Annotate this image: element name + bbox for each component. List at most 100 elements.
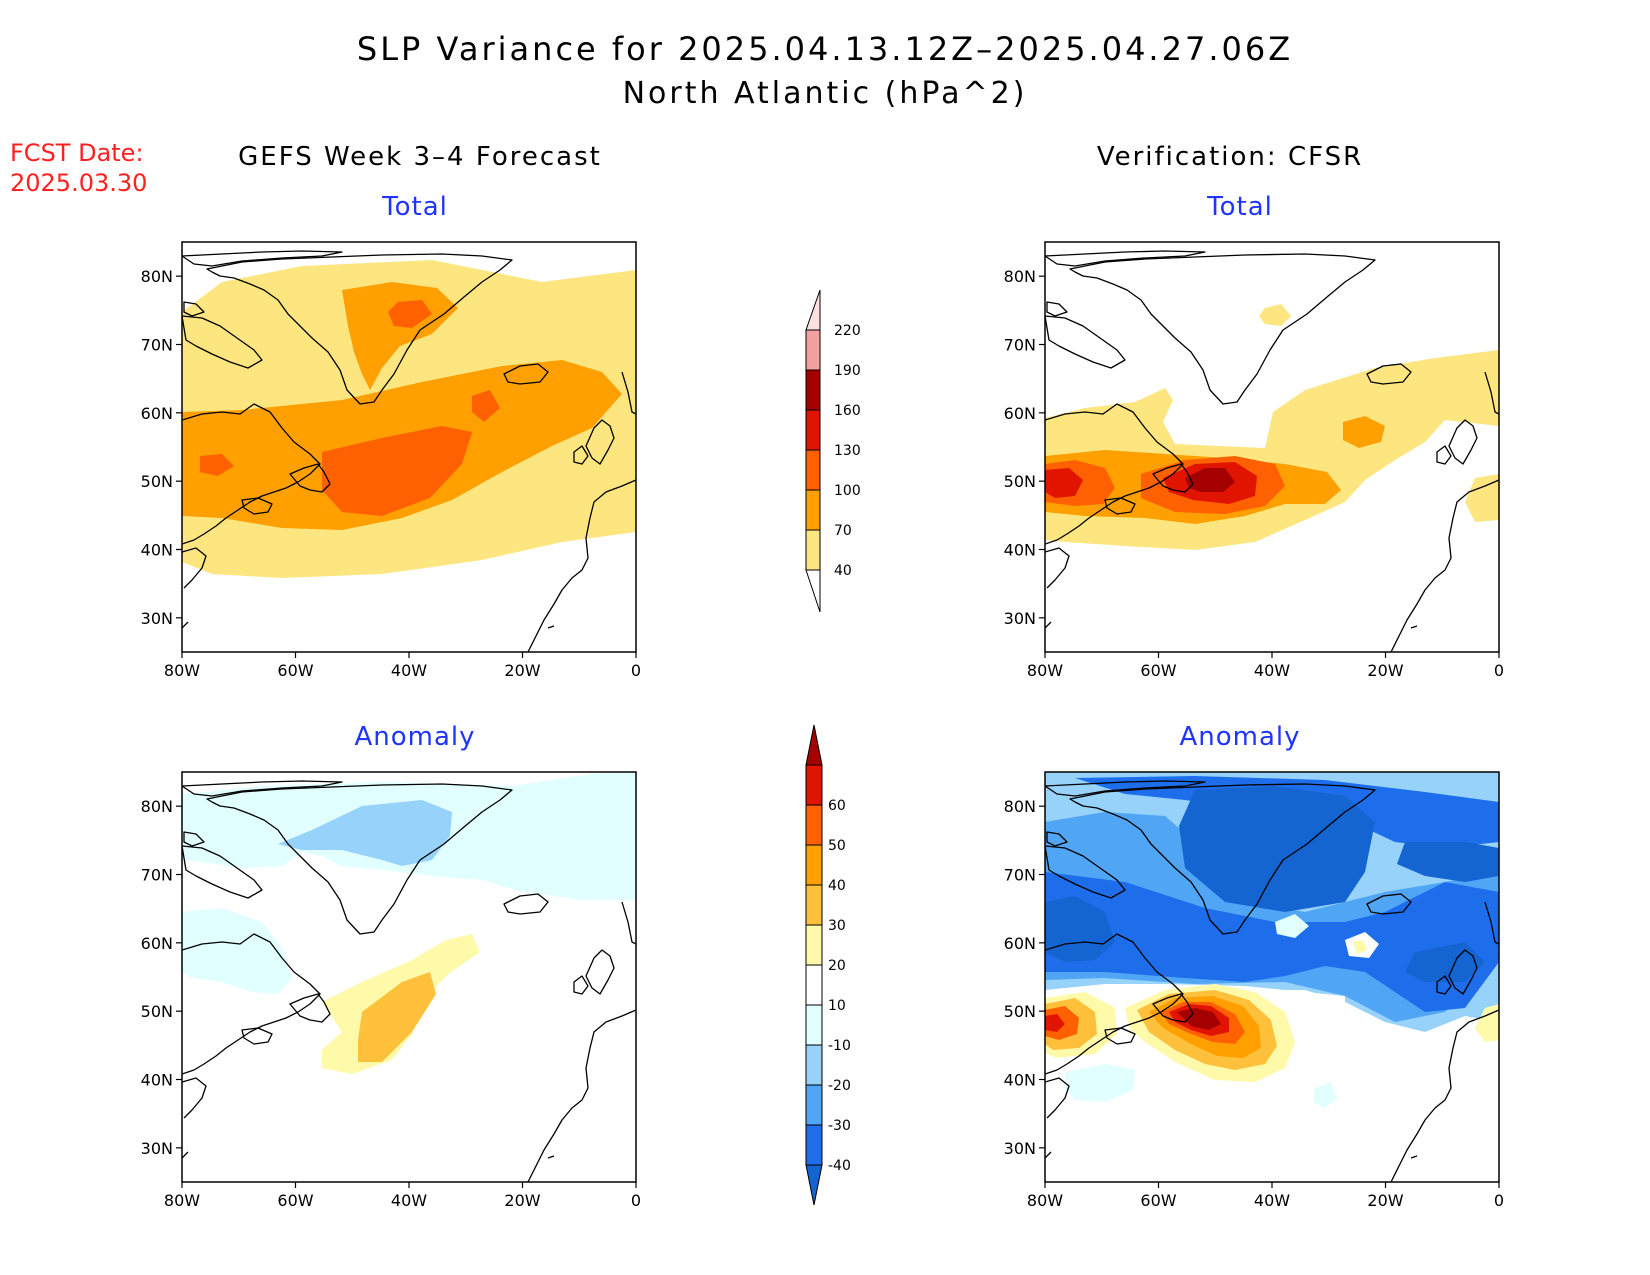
colorbar-total-box [805,369,821,411]
colorbar-anomaly: -40 -30 -20 -10 10 20 30 40 50 60 [805,724,851,1206]
colorbar-total-box [805,449,821,491]
lon-tick-label: 0 [1494,1191,1504,1210]
lon-tick-label: 20W [504,1191,540,1210]
colorbar-anomaly-label: 20 [828,958,846,974]
lon-tick-label: 20W [1367,661,1403,680]
column-heading-forecast: GEFS Week 3–4 Forecast [238,142,602,172]
axis-labels: 80W 60W 40W 20W 0 80N 70N 60N 50N 40N 30N 80W 60W 40W… [141,267,1504,1210]
colorbar-total-label: 190 [834,363,861,379]
lon-tick-label: 20W [504,661,540,680]
lon-tick-label: 60W [1140,1191,1176,1210]
colorbar-total-label: 70 [834,523,852,539]
lat-tick-label: 70N [141,336,173,355]
colorbar-total-label: 220 [834,323,861,339]
colorbar-anomaly-box [805,964,823,1006]
lon-tick-label: 60W [1140,661,1176,680]
colorbar-anomaly-label: 40 [828,878,846,894]
forecast-date-caption: FCST Date: [10,139,144,167]
colorbar-total: 40 70 100 130 160 190 220 [805,289,861,613]
colorbar-anomaly-box [805,884,823,926]
colorbar-total-upper-extend [805,289,821,331]
colorbar-anomaly-upper-extend [805,724,823,766]
lat-tick-label: 50N [141,472,173,491]
lon-tick-label: 0 [631,661,641,680]
colorbar-total-label: 160 [834,403,861,419]
panel-title-verification-anomaly: Anomaly [1179,722,1301,752]
lon-tick-label: 40W [391,661,427,680]
lon-tick-label: 40W [1254,1191,1290,1210]
colorbar-anomaly-box [805,844,823,886]
colorbar-total-box [805,329,821,371]
panel-title-verification-total: Total [1207,192,1273,222]
lat-tick-label: 60N [141,404,173,423]
colorbar-anomaly-box [805,804,823,846]
colorbar-anomaly-box [805,1044,823,1086]
colorbar-anomaly-label: -20 [828,1078,851,1094]
colorbar-anomaly-label: -10 [828,1038,851,1054]
colorbar-anomaly-box [805,1124,823,1166]
colorbar-anomaly-box [805,1004,823,1046]
colorbar-anomaly-label: -40 [828,1158,851,1174]
colorbar-total-box [805,409,821,451]
lon-tick-label: 0 [631,1191,641,1210]
colorbar-total-box [805,529,821,571]
colorbar-anomaly-label: 10 [828,998,846,1014]
map-panel-forecast-anomaly [181,771,637,1183]
lat-tick-label: 60N [141,934,173,953]
map-panel-verification-total [1044,241,1500,653]
lon-tick-label: 80W [164,1191,200,1210]
lon-tick-label: 20W [1367,1191,1403,1210]
colorbar-anomaly-label: 50 [828,838,846,854]
map-panel-forecast-total [181,241,637,653]
colorbar-anomaly-box [805,924,823,966]
lat-tick-label: 30N [1004,609,1036,628]
lon-tick-label: 80W [164,661,200,680]
colorbar-anomaly-label: -30 [828,1118,851,1134]
colorbar-total-label: 130 [834,443,861,459]
colorbar-anomaly-box [805,764,823,806]
colorbar-total-label: 40 [834,563,852,579]
lat-tick-label: 80N [1004,797,1036,816]
colorbar-total-label: 100 [834,483,861,499]
panel-title-forecast-anomaly: Anomaly [354,722,476,752]
colorbar-anomaly-label: 60 [828,798,846,814]
lon-tick-label: 40W [391,1191,427,1210]
colorbar-total-box [805,489,821,531]
lat-tick-label: 60N [1004,934,1036,953]
colorbar-anomaly-box [805,1084,823,1126]
colorbar-anomaly-label: 30 [828,918,846,934]
lat-tick-label: 50N [141,1002,173,1021]
lon-tick-label: 0 [1494,661,1504,680]
lon-tick-label: 60W [277,1191,313,1210]
forecast-date-label: FCST Date: 2025.03.30 [10,138,147,198]
colorbar-anomaly-lower-extend [805,1164,823,1206]
lat-tick-label: 70N [141,866,173,885]
lon-tick-label: 80W [1027,1191,1063,1210]
lat-tick-label: 80N [141,267,173,286]
lat-tick-label: 80N [1004,267,1036,286]
forecast-date-value: 2025.03.30 [10,169,148,197]
map-panel-verification-anomaly [1044,771,1500,1183]
lat-tick-label: 40N [1004,541,1036,560]
lat-tick-label: 40N [141,541,173,560]
lon-tick-label: 40W [1254,661,1290,680]
lat-tick-label: 70N [1004,336,1036,355]
lat-tick-label: 70N [1004,866,1036,885]
lat-tick-label: 40N [1004,1071,1036,1090]
lon-tick-label: 60W [277,661,313,680]
colorbar-total-lower-extend [805,569,821,613]
lat-tick-label: 30N [141,1139,173,1158]
lat-tick-label: 60N [1004,404,1036,423]
lat-tick-label: 30N [1004,1139,1036,1158]
lon-tick-label: 80W [1027,661,1063,680]
lat-tick-label: 40N [141,1071,173,1090]
lat-tick-label: 80N [141,797,173,816]
lat-tick-label: 30N [141,609,173,628]
panel-title-forecast-total: Total [382,192,448,222]
lat-tick-label: 50N [1004,472,1036,491]
main-title: SLP Variance for 2025.04.13.12Z–2025.04.… [356,30,1294,68]
lat-tick-label: 50N [1004,1002,1036,1021]
main-subtitle: North Atlantic (hPa^2) [622,76,1028,111]
column-heading-verification: Verification: CFSR [1096,142,1364,172]
